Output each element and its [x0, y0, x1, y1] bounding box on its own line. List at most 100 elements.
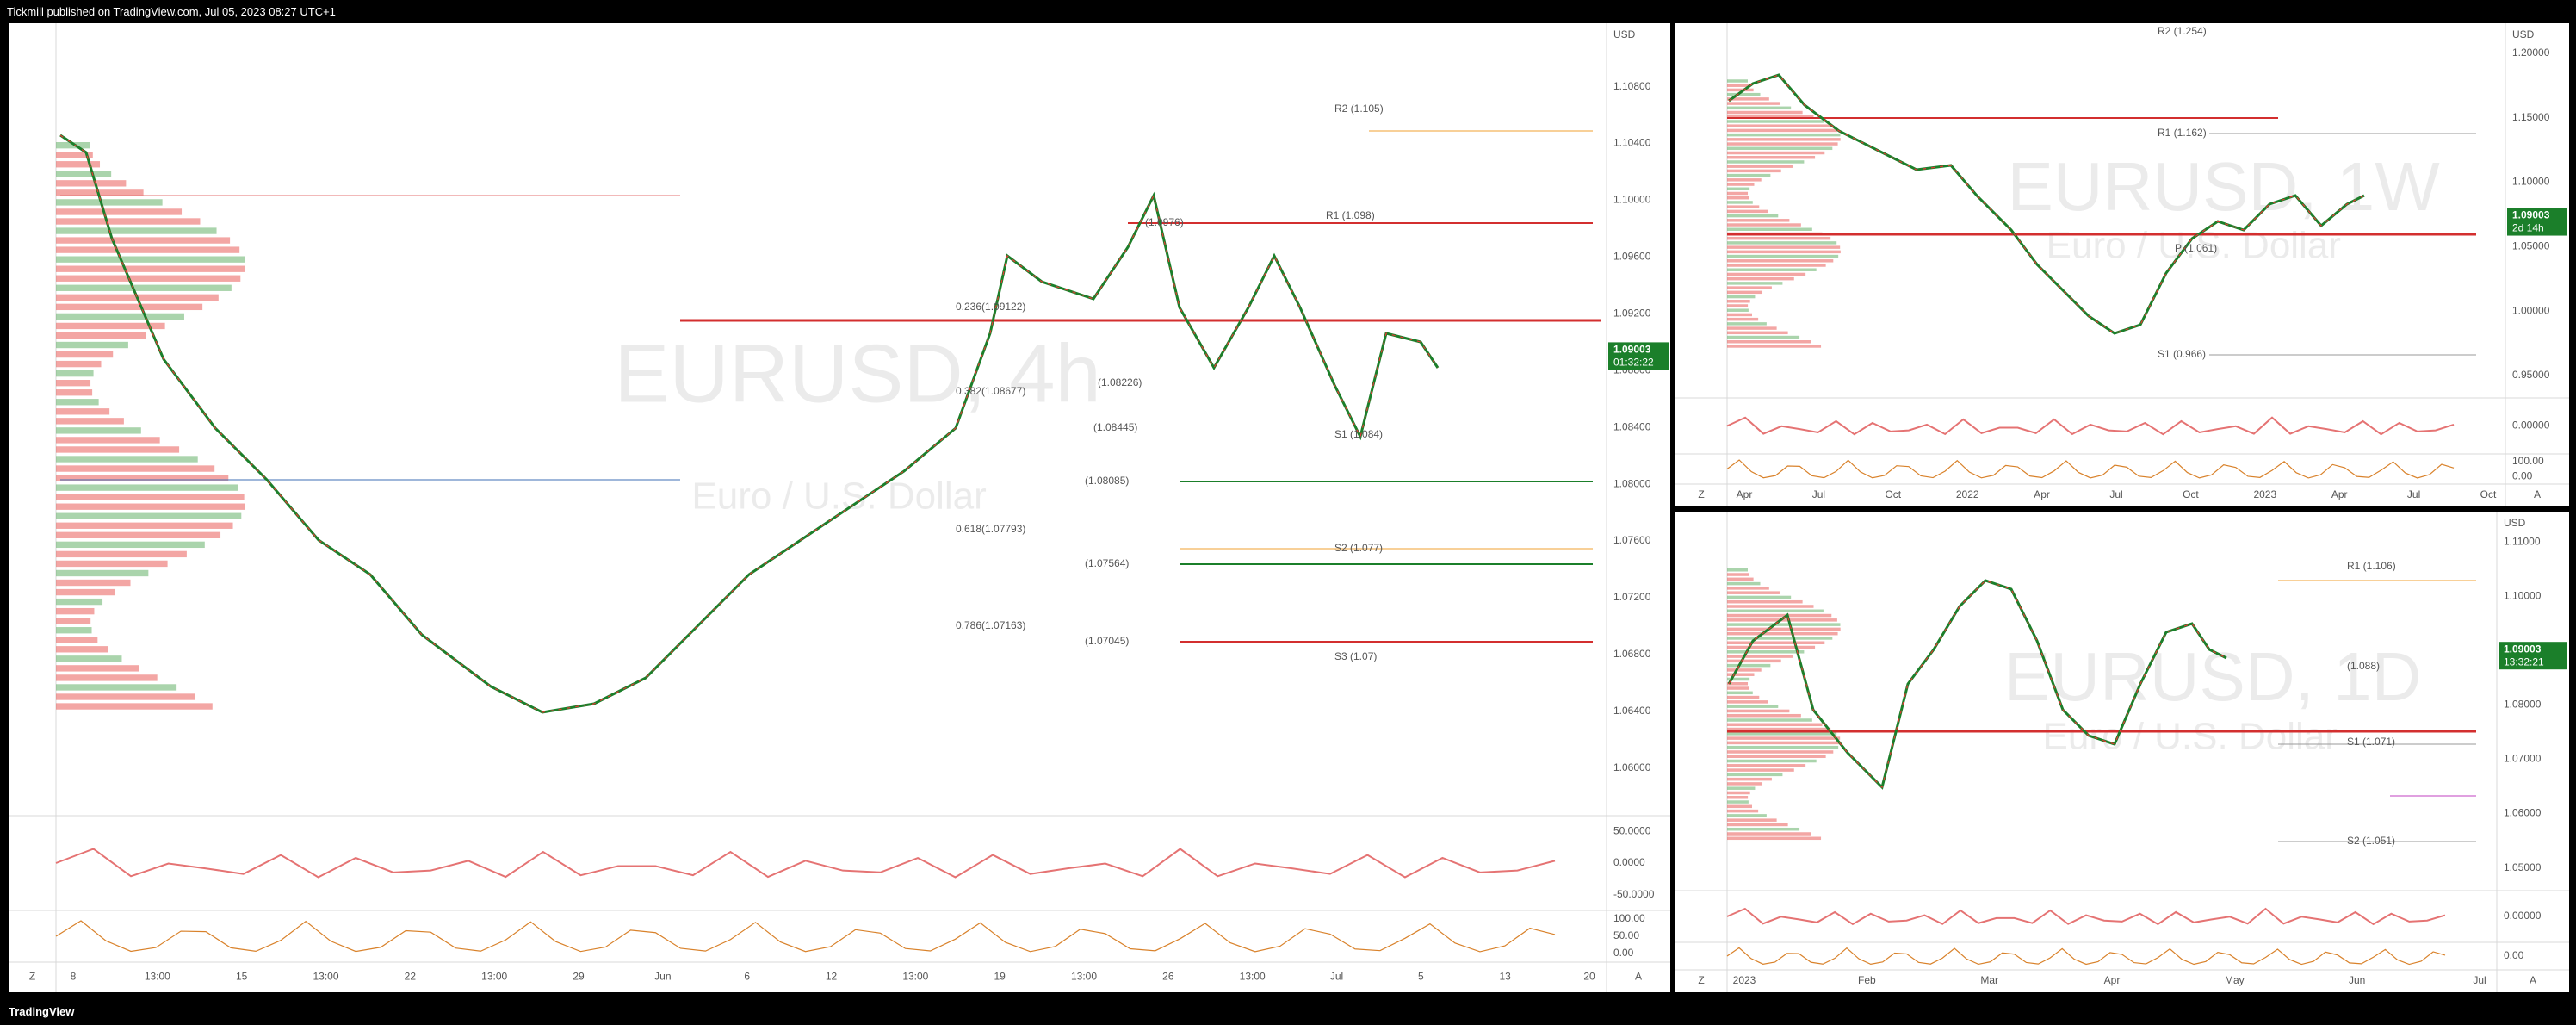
volume-profile-row	[1727, 705, 1779, 708]
volume-profile-row	[1727, 713, 1801, 718]
volume-profile-row	[1727, 709, 1790, 713]
volume-profile-row	[1727, 223, 1801, 227]
volume-profile-row	[1727, 791, 1750, 795]
volume-profile-row	[56, 237, 231, 244]
volume-profile-row	[1727, 827, 1800, 831]
volume-profile-row	[1727, 259, 1834, 263]
time-axis-label: 20	[1583, 971, 1595, 983]
price-path	[59, 134, 1440, 714]
symbol-watermark: EURUSD, 4h	[614, 327, 1101, 419]
level-label: (1.088)	[2347, 660, 2380, 672]
indicator-axis-label: 0.00	[1613, 947, 1634, 959]
volume-profile-row	[56, 598, 103, 606]
volume-profile-row	[1727, 151, 1825, 155]
chart-panel-1w: EURUSD, 1W Euro / U.S. Dollar R2 (1.254) R1…	[1675, 23, 2569, 506]
volume-profile-row	[56, 399, 99, 406]
volume-profile-row	[1727, 236, 1831, 240]
price-axis-label: 1.11000	[2504, 535, 2541, 547]
level-label: (1.07045)	[1085, 635, 1129, 647]
time-axis-label: Feb	[1858, 974, 1876, 986]
time-axis-label: 5	[1418, 971, 1424, 983]
volume-profile-row	[1727, 300, 1750, 303]
stoch-line	[1726, 459, 2455, 479]
currency-label: USD	[2512, 28, 2535, 40]
volume-profile-row	[1727, 764, 1806, 767]
volume-profile-row	[1727, 313, 1752, 317]
price-axis-label: 1.20000	[2512, 47, 2550, 59]
volume-profile-row	[1727, 290, 1763, 295]
time-axis-label: 12	[826, 971, 838, 983]
volume-profile-row	[56, 284, 232, 291]
volume-profile-row	[1727, 691, 1753, 695]
volume-profile-row	[1727, 115, 1814, 119]
volume-profile-row	[1727, 304, 1749, 308]
volume-profile-row	[56, 627, 92, 634]
brand-bar: TradingView	[0, 999, 2576, 1025]
time-axis-label: 2022	[1956, 488, 1979, 500]
volume-profile-row	[56, 437, 160, 444]
level-label: 0.618(1.07793)	[956, 523, 1025, 535]
volume-profile-row	[1727, 196, 1749, 200]
price-axis-label: 1.10000	[2512, 176, 2550, 188]
symbol-subtitle: Euro / U.S. Dollar	[2047, 225, 2341, 267]
volume-profile-row	[1727, 219, 1790, 222]
volume-profile-row	[56, 550, 187, 558]
volume-profile-row	[1727, 84, 1749, 87]
volume-profile-row	[1727, 142, 1838, 146]
volume-profile-row	[1727, 331, 1788, 335]
volume-profile-row	[1727, 227, 1812, 231]
time-axis-label: Jul	[1812, 488, 1825, 500]
price-axis-label: 1.08400	[1613, 420, 1651, 432]
time-axis-label: Oct	[1885, 488, 1901, 500]
volume-profile-row	[56, 607, 95, 615]
volume-profile-row	[1727, 124, 1832, 127]
timezone-button[interactable]: Z	[1698, 488, 1704, 500]
volume-profile-row	[56, 503, 245, 510]
volume-profile-row	[56, 588, 115, 596]
time-axis-label: 13	[1499, 971, 1511, 983]
volume-profile-row	[1727, 268, 1817, 271]
rsi-line	[55, 848, 1556, 879]
volume-profile-row	[56, 265, 245, 272]
price-axis-label: 1.07200	[1613, 591, 1651, 603]
auto-scale-button[interactable]: A	[2530, 974, 2536, 986]
publish-bar: Tickmill published on TradingView.com, J…	[0, 0, 2576, 23]
volume-profile-row	[1727, 677, 1750, 681]
price-axis-label: 1.10000	[1613, 194, 1651, 206]
time-axis-label: 26	[1162, 971, 1174, 983]
price-path-overlay	[1728, 74, 2365, 334]
auto-scale-button[interactable]: A	[2534, 488, 2541, 500]
volume-profile-row	[1727, 214, 1779, 218]
level-label: S2 (1.077)	[1334, 542, 1383, 554]
volume-profile-row	[56, 189, 144, 196]
volume-profile-row	[56, 465, 215, 472]
volume-profile-row	[1727, 595, 1792, 599]
volume-profile-row	[1727, 138, 1841, 141]
price-axis-label: 1.08000	[1613, 477, 1651, 489]
price-axis-label: 1.06000	[1613, 761, 1651, 773]
volume-profile-row	[1727, 581, 1761, 586]
volume-profile-row	[56, 332, 146, 339]
auto-scale-button[interactable]: A	[1635, 971, 1642, 983]
time-axis-label: 13:00	[1071, 971, 1097, 983]
timezone-button[interactable]: Z	[1698, 974, 1704, 986]
volume-profile-row	[1727, 577, 1754, 581]
volume-profile-row	[56, 418, 124, 425]
level-label: (1.0976)	[1145, 216, 1184, 228]
volume-profile-row	[56, 322, 165, 330]
volume-profile-row	[1727, 686, 1749, 690]
volume-profile-row	[1727, 568, 1748, 572]
last-price-tag	[2499, 642, 2567, 670]
last-price: 1.09003	[1613, 344, 1651, 356]
price-axis-label: 1.06400	[1613, 705, 1651, 717]
indicator-axis-label: 0.00	[2504, 949, 2524, 961]
volume-profile-row	[1727, 183, 1755, 186]
currency-label: USD	[2504, 517, 2526, 529]
price-axis-label: 1.10800	[1613, 80, 1651, 92]
volume-profile-row	[1727, 97, 1769, 101]
volume-profile-row	[56, 370, 94, 377]
level-label: R2 (1.254)	[2158, 25, 2207, 37]
volume-profile-row	[1727, 173, 1771, 177]
timezone-button[interactable]: Z	[29, 971, 35, 983]
volume-profile-row	[56, 380, 91, 387]
